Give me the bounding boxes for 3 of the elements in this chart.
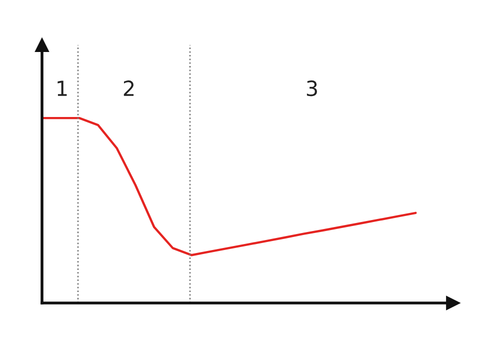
text: 2 xyxy=(124,80,134,96)
text: 3 xyxy=(306,80,317,96)
text: 1 xyxy=(58,80,67,96)
